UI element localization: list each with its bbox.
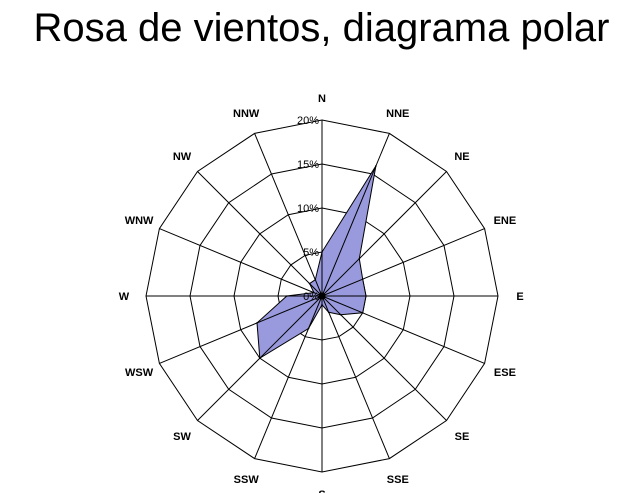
series-spoke-ese bbox=[321, 295, 363, 314]
data-point-e bbox=[365, 295, 367, 297]
spoke-wnw bbox=[159, 228, 323, 297]
spoke-sse bbox=[321, 295, 390, 459]
data-point-n bbox=[321, 251, 323, 253]
series-spoke-sw bbox=[259, 295, 323, 359]
spoke-se bbox=[321, 295, 447, 421]
direction-label-w: W bbox=[119, 291, 130, 303]
series-spoke-nne bbox=[321, 165, 377, 297]
direction-label-nnw: NNW bbox=[233, 108, 260, 120]
series-spoke-ssw bbox=[308, 295, 323, 329]
data-point-wnw bbox=[313, 291, 315, 294]
direction-label-wnw: WNW bbox=[125, 215, 154, 227]
direction-label-ene: ENE bbox=[494, 215, 517, 227]
data-series bbox=[256, 165, 377, 360]
direction-label-ne: NE bbox=[454, 151, 469, 163]
series-spoke-ene bbox=[321, 278, 363, 297]
data-point-sse bbox=[327, 311, 330, 314]
direction-label-nne: NNE bbox=[386, 108, 409, 120]
series-spoke-ne bbox=[321, 258, 360, 297]
data-point-ene bbox=[361, 278, 364, 281]
tick-label-2: 10% bbox=[297, 203, 319, 215]
radial-tick-labels: 0% 5% 10% 15% 20% bbox=[297, 115, 319, 303]
data-point-nnw bbox=[314, 278, 317, 281]
tick-label-0: 0% bbox=[303, 291, 319, 303]
direction-label-nw: NW bbox=[173, 151, 192, 163]
series-area-0 bbox=[256, 165, 377, 360]
direction-label-se: SE bbox=[455, 431, 470, 443]
series-spoke-wsw bbox=[256, 295, 323, 324]
direction-label-sse: SSE bbox=[387, 474, 409, 486]
direction-label-ese: ESE bbox=[494, 367, 516, 379]
data-point-nne bbox=[375, 165, 377, 167]
series-spoke-se bbox=[321, 295, 342, 316]
direction-label-s: S bbox=[318, 489, 325, 493]
data-point-ne bbox=[358, 257, 361, 260]
direction-labels: N NNE NE ENE E ESE SE SSE S SSW SW WSW W WNW NW NNW bbox=[119, 93, 524, 493]
direction-label-sw: SW bbox=[173, 431, 191, 443]
data-point-ese bbox=[361, 312, 364, 314]
chart-title: Rosa de vientos, diagrama polar bbox=[33, 6, 610, 50]
data-point-se bbox=[339, 313, 342, 316]
direction-label-wsw: WSW bbox=[125, 367, 154, 379]
data-point-ssw bbox=[307, 327, 310, 330]
spoke-nnw bbox=[254, 133, 323, 297]
tick-label-1: 5% bbox=[303, 247, 319, 259]
data-point-w bbox=[286, 295, 288, 297]
center-dot bbox=[318, 292, 326, 300]
direction-label-ssw: SSW bbox=[234, 474, 260, 486]
data-point-sw bbox=[259, 357, 261, 360]
data-point-wsw bbox=[256, 322, 258, 324]
direction-label-n: N bbox=[318, 93, 326, 105]
data-point-s bbox=[321, 304, 323, 306]
data-point-nw bbox=[308, 282, 311, 285]
spoke-nw bbox=[197, 171, 323, 297]
tick-label-4: 20% bbox=[297, 115, 319, 127]
direction-label-e: E bbox=[516, 291, 523, 303]
tick-label-3: 15% bbox=[297, 159, 319, 171]
